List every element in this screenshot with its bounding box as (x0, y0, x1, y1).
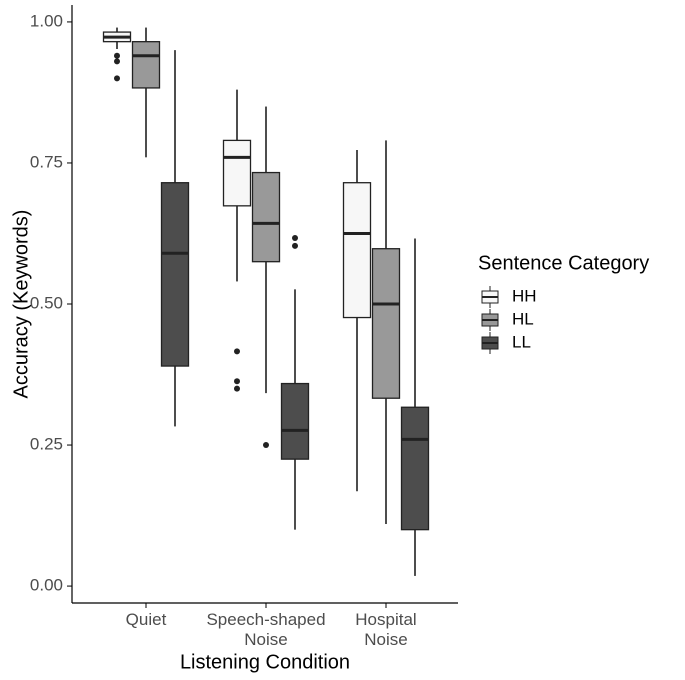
outlier (234, 348, 240, 355)
legend-label: HL (512, 309, 534, 328)
box (280, 382, 310, 460)
x-tick-label: Speech-shaped Noise (206, 610, 326, 649)
outlier (234, 378, 240, 385)
y-tick-label: 1.00 (30, 11, 63, 30)
y-tick-label: 0.50 (30, 293, 63, 312)
y-tick-label: 0.75 (30, 152, 63, 171)
box (371, 248, 401, 399)
x-tick-label: Hospital Noise (355, 610, 417, 649)
legend-label: HH (512, 286, 537, 305)
box (160, 182, 190, 367)
outlier (263, 442, 269, 449)
box (342, 182, 372, 319)
x-axis-title: Listening Condition (180, 651, 350, 673)
box (131, 41, 161, 89)
y-tick-label: 0.00 (30, 576, 63, 595)
legend-title: Sentence Category (478, 252, 649, 274)
y-tick-label: 0.25 (30, 435, 63, 454)
outlier (114, 52, 120, 59)
legend-label: LL (512, 332, 531, 351)
outlier (114, 58, 120, 65)
outlier (292, 242, 298, 249)
box (222, 139, 252, 207)
box (251, 171, 281, 263)
box (400, 406, 430, 531)
outlier (114, 75, 120, 82)
y-axis-title: Accuracy (Keywords) (10, 210, 32, 399)
x-tick-label: Quiet (125, 610, 167, 629)
outlier (234, 385, 240, 392)
outlier (292, 234, 298, 241)
